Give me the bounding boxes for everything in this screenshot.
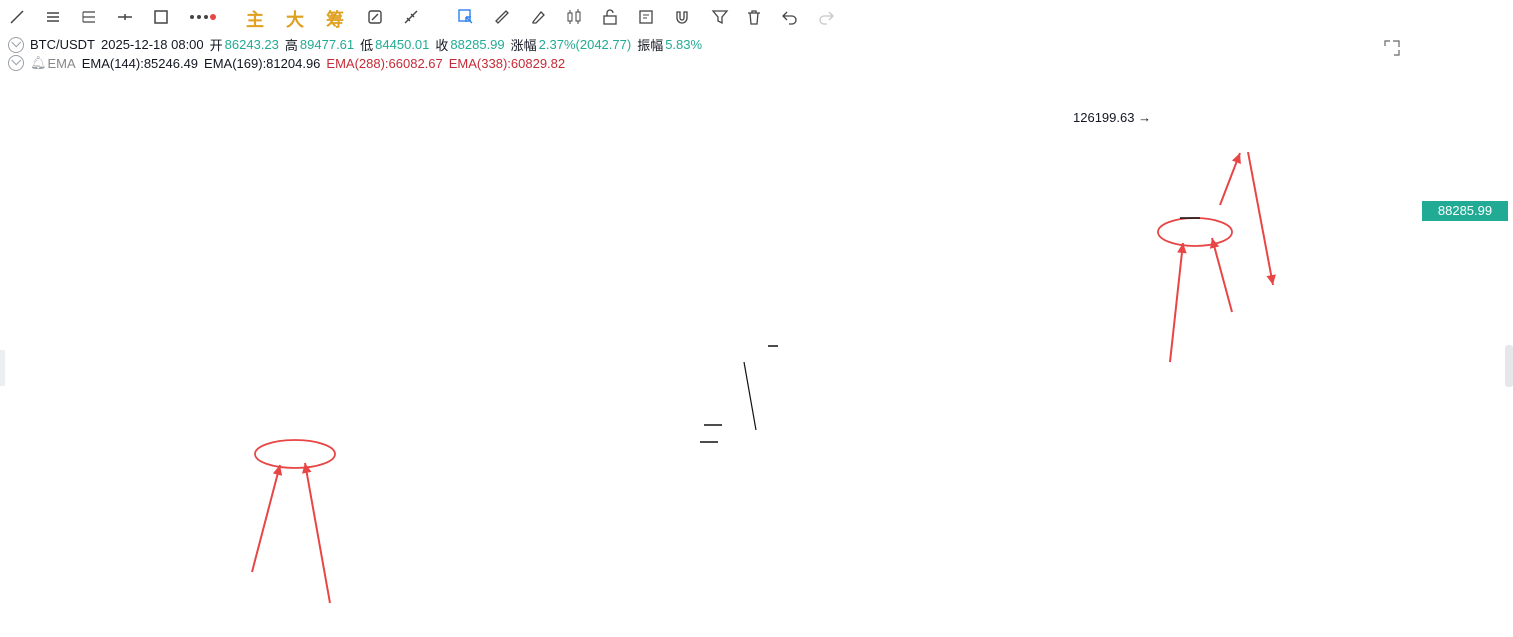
- trend-mark: [743, 361, 757, 431]
- eye-icon[interactable]: [8, 36, 24, 53]
- ema-legend: 🔔︎ EMA EMA(144):85246.49 EMA(169):81204.…: [8, 55, 571, 71]
- arrow-head: [302, 463, 312, 474]
- ema169-value: EMA(169):81204.96: [204, 55, 321, 71]
- ohlc-legend: BTC/USDT 2025-12-18 08:00 开 86243.23 高 8…: [8, 35, 708, 54]
- low-label: 低: [360, 38, 374, 53]
- eraser-icon[interactable]: [527, 6, 549, 28]
- high-value: 89477.61: [299, 37, 355, 52]
- close-label: 收: [435, 38, 449, 53]
- undo-icon[interactable]: [779, 6, 801, 28]
- magnet-icon[interactable]: [671, 6, 693, 28]
- amplitude-value: 5.83%: [665, 37, 703, 52]
- ema288-value: EMA(288):66082.67: [326, 55, 443, 71]
- drawing-toolbar: 主 大 筹: [0, 0, 1513, 34]
- parallel-channel-icon[interactable]: [78, 6, 100, 28]
- ema144-value: EMA(144):85246.49: [81, 55, 199, 71]
- fullscreen-icon[interactable]: [1381, 37, 1403, 59]
- trend-line-icon[interactable]: [6, 6, 28, 28]
- open-label: 开: [209, 38, 223, 53]
- arrow-head: [1231, 153, 1241, 164]
- screenshot-icon[interactable]: [364, 6, 386, 28]
- filter-icon[interactable]: [709, 6, 731, 28]
- annotation-arrow: [251, 464, 281, 573]
- low-value: 84450.01: [375, 37, 430, 52]
- annotation-arrow: [1169, 242, 1184, 363]
- ruler-icon[interactable]: [491, 6, 513, 28]
- ath-value: 126199.63: [1073, 110, 1135, 125]
- bell-icon[interactable]: 🔔︎: [30, 55, 47, 70]
- main-chart-button[interactable]: 主: [246, 10, 264, 31]
- annotation-arrow: [1247, 151, 1274, 286]
- chips-button[interactable]: 筹: [326, 10, 344, 31]
- ema338-value: EMA(338):60829.82: [448, 55, 566, 71]
- support-circle: [254, 439, 336, 469]
- measure-icon[interactable]: [400, 6, 422, 28]
- annotation-arrow: [1211, 237, 1233, 313]
- eye-icon[interactable]: [8, 55, 24, 71]
- left-scroll-handle[interactable]: [0, 350, 5, 386]
- support-circle: [1157, 217, 1233, 247]
- arrow-head: [1209, 238, 1220, 249]
- close-value: 88285.99: [450, 37, 505, 52]
- note-icon[interactable]: [635, 6, 657, 28]
- ath-label: 126199.63 →: [1073, 110, 1152, 125]
- arrow-head: [272, 465, 283, 476]
- annotation-arrow: [304, 462, 331, 604]
- indicator-name: EMA: [47, 55, 76, 71]
- change-label: 涨幅: [510, 38, 537, 53]
- arrow-head: [1266, 274, 1276, 285]
- lock-icon[interactable]: [599, 6, 621, 28]
- symbol-label: BTC/USDT: [30, 37, 95, 52]
- arrow-head: [1177, 243, 1187, 254]
- select-cursor-icon[interactable]: [455, 6, 477, 28]
- big-order-button[interactable]: 大: [286, 10, 304, 31]
- right-scroll-handle[interactable]: [1505, 345, 1513, 387]
- amplitude-label: 振幅: [637, 38, 664, 53]
- more-tools-icon[interactable]: [186, 6, 220, 28]
- rectangle-icon[interactable]: [150, 6, 172, 28]
- redo-icon[interactable]: [815, 6, 837, 28]
- last-price-badge: 88285.99: [1422, 201, 1508, 221]
- candle-style-icon[interactable]: [563, 6, 585, 28]
- datetime-label: 2025-12-18 08:00: [101, 37, 204, 52]
- change-value: 2.37%(2042.77): [538, 37, 632, 52]
- crosshair-icon[interactable]: [114, 6, 136, 28]
- high-label: 高: [284, 38, 298, 53]
- trash-icon[interactable]: [743, 6, 765, 28]
- open-value: 86243.23: [224, 37, 279, 52]
- horizontal-lines-icon[interactable]: [42, 6, 64, 28]
